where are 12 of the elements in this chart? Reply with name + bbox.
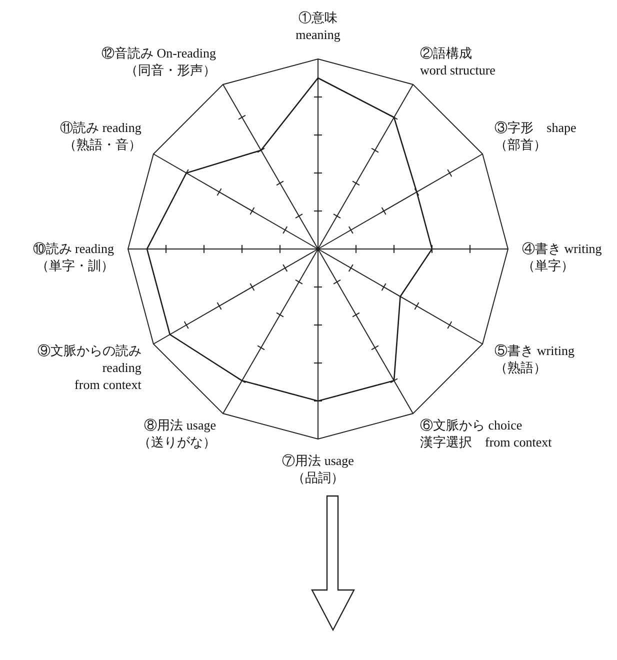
spoke-label: ⑪読み reading （熟語・音） bbox=[60, 120, 142, 152]
spoke-label: ②語構成 word structure bbox=[420, 45, 496, 78]
spoke-label: ①意味 meaning bbox=[296, 10, 341, 42]
spoke-label: ⑩読み reading （単字・訓） bbox=[32, 241, 114, 273]
spoke-label: ⑫音読み On-reading （同音・形声） bbox=[102, 45, 216, 78]
spoke-label: ③字形 shape （部首） bbox=[494, 120, 576, 152]
spoke-label: ⑤書き writing （熟語） bbox=[494, 343, 575, 375]
spoke-label: ⑨文脈からの読み reading from context bbox=[37, 343, 142, 392]
spoke-label: ⑥文脈から choice 漢字選択 from context bbox=[420, 418, 552, 450]
spoke-label: ⑧用法 usage （送りがな） bbox=[138, 418, 216, 450]
spoke-label: ④書き writing （単字） bbox=[522, 241, 602, 273]
spoke-label: ⑦用法 usage （品詞） bbox=[282, 453, 354, 485]
